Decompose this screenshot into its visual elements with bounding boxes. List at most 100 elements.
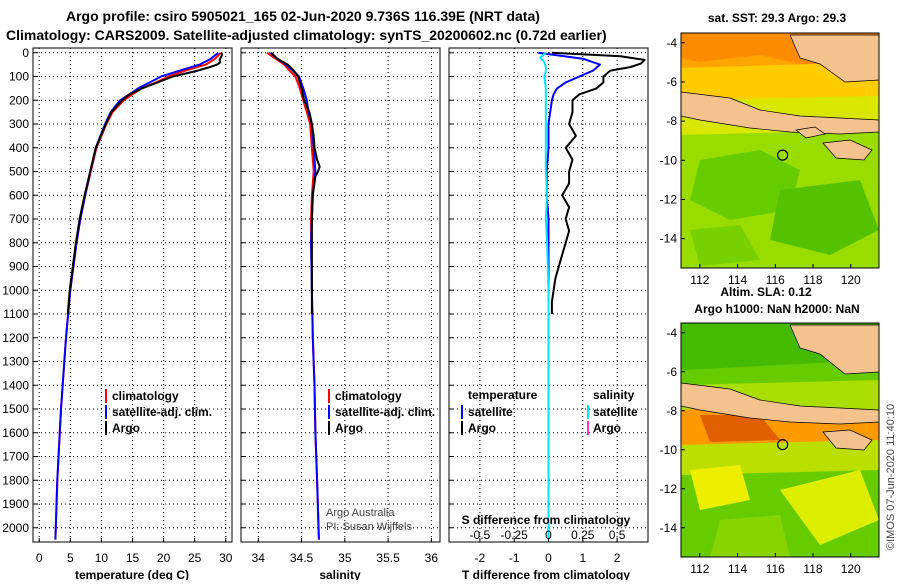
map-lon-tick-label: 116 [766, 562, 785, 576]
imos-credit: ©IMOS 07-Jun-2020 11:40:10 [885, 404, 897, 550]
legend-climatology-label: climatology [112, 389, 179, 403]
map-lat-tick-label: -12 [660, 482, 678, 496]
map-lon-tick-label: 112 [690, 273, 709, 287]
credit-argo-australia: Argo Australia [326, 507, 395, 519]
x-tick-label: 10 [95, 551, 109, 565]
temperature-plot-area [32, 47, 233, 543]
legend-climatology-label: climatology [335, 389, 402, 403]
map-lon-tick-label: 114 [728, 562, 747, 576]
depth-tick-label: 0 [22, 46, 29, 60]
map-lon-tick-label: 114 [728, 273, 747, 287]
sst-map-profile-marker [777, 149, 789, 161]
map-lon-tick-label: 118 [803, 273, 822, 287]
depth-tick-label: 1100 [3, 307, 29, 321]
sst-map-panel: sat. SST: 29.3 Argo: 29.3 112 114 116 118 12… [660, 11, 880, 287]
depth-tick-label: 500 [9, 165, 29, 179]
map-lon-tick-label: 116 [766, 273, 785, 287]
difference-legend: temperature satellite Argo salinity sate… [461, 388, 638, 435]
salinity-series [266, 51, 321, 540]
map-lat-tick-label: -6 [666, 365, 677, 379]
top-x-tick-label: 0 [545, 528, 552, 542]
temperature-legend: climatology satellite-adj. clim. Argo [105, 389, 212, 435]
depth-tick-label: 1700 [2, 450, 29, 464]
map-lat-tick-label: -14 [660, 232, 678, 246]
x-tick-label: 30 [219, 551, 233, 565]
temperature-x-ticks: 0 5 10 15 20 25 30 [36, 538, 233, 565]
sla-map-title: Argo h1000: NaN h2000: NaN [694, 302, 859, 316]
salinity-plot-area [240, 47, 441, 543]
legend-salinity-heading: salinity [593, 388, 635, 402]
legend-s-argo-label: Argo [593, 421, 621, 435]
temperature-panel: 0 5 10 15 20 25 30 temperature (deg C) climato… [32, 47, 233, 582]
series-line-argo [66, 52, 223, 315]
sst-map-title: sat. SST: 29.3 Argo: 29.3 [708, 11, 847, 25]
temperature-series [54, 52, 223, 540]
x-tick-label: 5 [67, 551, 74, 565]
depth-tick-label: 1000 [2, 283, 29, 297]
series-line-t-argo [550, 51, 646, 314]
top-x-tick-label: 0.5 [609, 528, 626, 542]
map-lat-tick-label: -14 [660, 521, 678, 535]
depth-tick-label: 300 [9, 117, 29, 131]
sst-map-frame [680, 32, 880, 269]
x-tick-label: 15 [126, 551, 140, 565]
sla-map-axes: 112 114 116 118 120 -4 -6 -8 -10 -12 -14 [660, 326, 861, 576]
x-tick-label: -1 [509, 551, 520, 565]
depth-tick-label: 800 [9, 236, 29, 250]
difference-top-x-ticks: -0.5 -0.25 0 0.25 0.5 [470, 528, 626, 542]
s-difference-label: S difference from climatology [462, 513, 631, 527]
sla-map-profile-marker [777, 439, 789, 451]
depth-tick-label: 400 [9, 141, 29, 155]
depth-tick-label: 100 [9, 70, 29, 84]
map-lat-tick-label: -8 [666, 404, 677, 418]
x-tick-label: 2 [614, 551, 621, 565]
x-tick-label: 0 [545, 551, 552, 565]
x-tick-label: 0 [36, 551, 43, 565]
depth-tick-label: 1600 [2, 426, 29, 440]
x-tick-label: 34.5 [290, 551, 314, 565]
legend-t-satellite-label: satellite [468, 405, 513, 419]
legend-satellite-label: satellite-adj. clim. [335, 405, 435, 419]
figure-title-line1: Argo profile: csiro 5905021_165 02-Jun-2… [66, 8, 540, 24]
depth-tick-label: 700 [9, 212, 29, 226]
x-tick-label: 1 [579, 551, 586, 565]
depth-tick-label: 900 [9, 260, 29, 274]
map-lat-tick-label: -12 [660, 192, 678, 206]
legend-s-satellite-label: satellite [593, 405, 638, 419]
x-tick-label: -2 [475, 551, 486, 565]
top-x-tick-label: 0.25 [571, 528, 595, 542]
depth-tick-label: 1300 [2, 355, 29, 369]
depth-tick-label: 1500 [2, 402, 29, 416]
temperature-gridlines [33, 48, 232, 542]
salinity-gridlines [241, 48, 440, 542]
map-lat-tick-label: -10 [660, 153, 678, 167]
salinity-legend: climatology satellite-adj. clim. Argo [328, 389, 435, 435]
temperature-xlabel: temperature (deg C) [75, 568, 189, 580]
depth-tick-label: 1400 [2, 378, 29, 392]
figure-title-line2: Climatology: CARS2009. Satellite-adjuste… [6, 27, 607, 43]
map-lat-tick-label: -10 [660, 443, 678, 457]
difference-x-ticks: -2 -1 0 1 2 [475, 538, 621, 565]
legend-satellite-label: satellite-adj. clim. [112, 405, 212, 419]
legend-t-argo-label: Argo [468, 421, 496, 435]
x-tick-label: 36 [425, 551, 439, 565]
legend-temperature-heading: temperature [468, 388, 538, 402]
map-lon-tick-label: 120 [841, 562, 861, 576]
sst-map-axes: 112 114 116 118 120 -4 -6 -8 -10 -12 -14 [660, 36, 861, 287]
x-tick-label: 35 [338, 551, 352, 565]
depth-tick-label: 2000 [2, 521, 29, 535]
depth-tick-label: 1200 [2, 331, 29, 345]
difference-panel: -2 -1 0 1 2 -0.5 -0.25 0 0.25 0.5 S difference f… [448, 47, 649, 582]
sla-map-panel: Altim. SLA: 0.12 Argo h1000: NaN h2000: … [660, 285, 880, 576]
credit-pi: PI: Susan Wijffels [326, 521, 412, 533]
salinity-panel: 34 34.5 35 35.5 36 salinity climatology sate… [240, 47, 441, 582]
top-x-tick-label: -0.5 [470, 528, 491, 542]
map-lon-tick-label: 118 [803, 562, 822, 576]
difference-gridlines [449, 48, 648, 542]
x-tick-label: 25 [188, 551, 202, 565]
map-lat-tick-label: -4 [666, 36, 677, 50]
sla-map-title-top: Altim. SLA: 0.12 [720, 285, 812, 299]
salinity-x-ticks: 34 34.5 35 35.5 36 [252, 538, 439, 565]
